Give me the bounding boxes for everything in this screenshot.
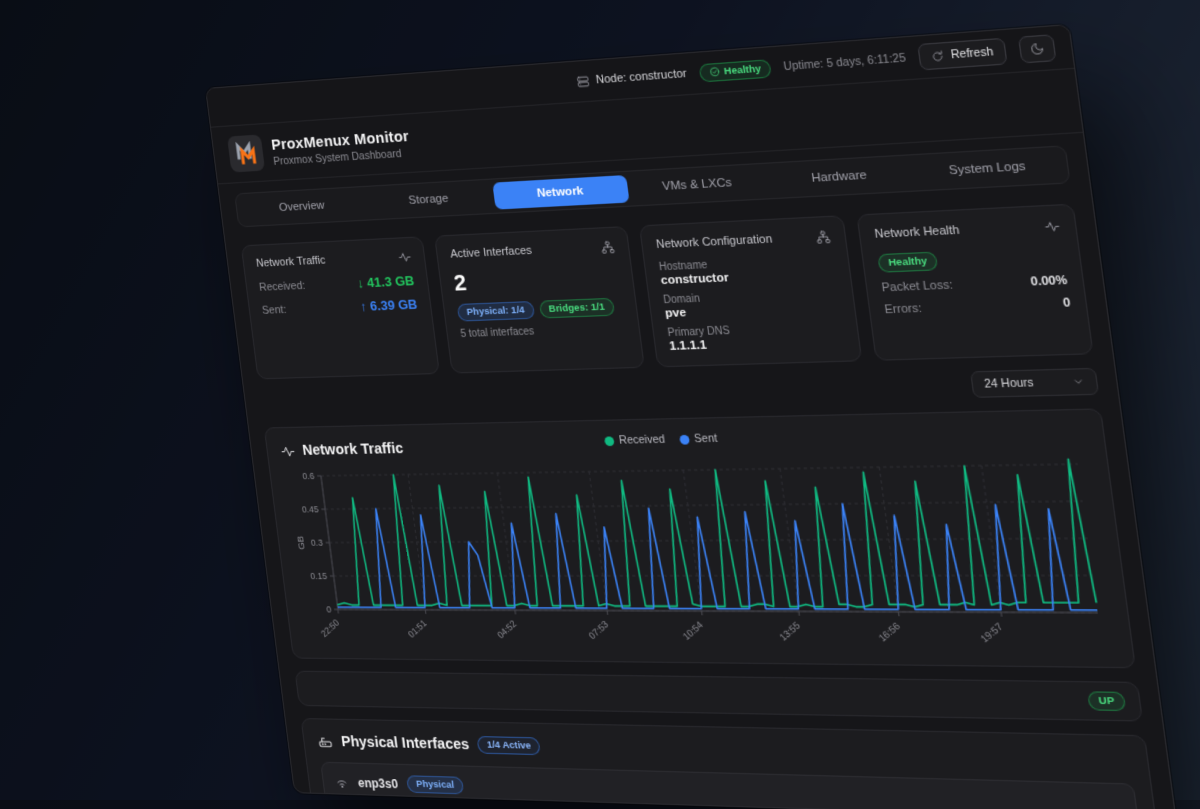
total-interfaces-note: 5 total interfaces: [460, 323, 626, 340]
svg-text:19:57: 19:57: [978, 621, 1005, 645]
legend-item-received: Received: [604, 433, 666, 447]
time-range-value: 24 Hours: [983, 376, 1034, 391]
proxmenux-logo: [227, 134, 265, 172]
legend-dot-received: [604, 436, 615, 446]
tab-overview[interactable]: Overview: [238, 190, 366, 223]
legend-item-sent: Sent: [679, 432, 718, 446]
physical-count-badge: Physical: 1/4: [457, 301, 535, 322]
wifi-icon: [334, 775, 349, 790]
tab-vms-lxcs[interactable]: VMs & LXCs: [626, 167, 769, 202]
svg-text:0.6: 0.6: [302, 471, 315, 481]
refresh-button[interactable]: Refresh: [917, 38, 1007, 71]
scene: Node: constructor Healthy Uptime: 5 days…: [0, 0, 1200, 800]
traffic-line-chart: 0 0.15 0.3 0.45 0.6 GB 22:50 01:51 04:52 07:53 10:…: [283, 453, 1117, 658]
received-value: ↓ 41.3 GB: [356, 273, 415, 291]
health-status-badge: Healthy: [877, 252, 938, 273]
svg-text:04:52: 04:52: [495, 618, 518, 641]
moon-icon: [1029, 42, 1045, 56]
network-tree-icon: [815, 230, 831, 245]
svg-text:0.45: 0.45: [301, 504, 319, 514]
received-label: Received:: [258, 279, 306, 293]
errors-label: Errors:: [884, 302, 923, 317]
activity-icon: [280, 443, 296, 458]
errors-value: 0: [1062, 296, 1071, 310]
network-configuration-card-title: Network Configuration: [655, 233, 773, 251]
chart-legend: Received Sent: [604, 432, 718, 447]
tab-hardware[interactable]: Hardware: [765, 159, 914, 195]
summary-cards-row: Network Traffic Received: ↓ 41.3 GB Sent…: [241, 204, 1094, 380]
svg-text:01:51: 01:51: [406, 618, 429, 640]
svg-text:16:56: 16:56: [876, 620, 902, 644]
pulse-icon: [1044, 219, 1061, 234]
chart-title: Network Traffic: [302, 441, 405, 459]
node-label: Node: constructor: [595, 67, 688, 86]
svg-text:0.3: 0.3: [310, 538, 323, 548]
theme-toggle-button[interactable]: [1018, 34, 1057, 63]
network-traffic-card: Network Traffic Received: ↓ 41.3 GB Sent…: [241, 236, 440, 379]
sent-value: ↑ 6.39 GB: [359, 296, 418, 314]
active-interfaces-card-title: Active Interfaces: [450, 244, 533, 260]
activity-icon: [398, 250, 412, 264]
bridges-count-badge: Bridges: 1/1: [539, 298, 616, 319]
time-range-select[interactable]: 24 Hours: [970, 368, 1099, 398]
network-health-card: Network Health Healthy Packet Loss: 0.00…: [856, 204, 1093, 361]
tab-network[interactable]: Network: [492, 175, 630, 210]
interface-type-badge: Physical: [406, 775, 464, 794]
sent-label: Sent:: [261, 303, 287, 316]
packet-loss-label: Packet Loss:: [881, 279, 954, 295]
node-health-badge: Healthy: [698, 59, 772, 82]
interface-row-enp3s0[interactable]: enp3s0 Physical: [320, 762, 1139, 809]
active-interfaces-count: 2: [453, 264, 620, 296]
interface-name: enp3s0: [357, 775, 399, 790]
svg-text:0.15: 0.15: [310, 571, 328, 581]
tab-storage[interactable]: Storage: [363, 183, 496, 217]
svg-text:10:54: 10:54: [681, 619, 706, 642]
physical-active-badge: 1/4 Active: [477, 736, 541, 755]
node-indicator: Node: constructor: [575, 67, 687, 89]
check-circle-icon: [708, 66, 720, 77]
physical-interfaces-title: Physical Interfaces: [340, 733, 470, 752]
chevron-down-icon: [1072, 376, 1085, 388]
network-traffic-chart-card: Network Traffic Received Sent 0 0.15 0.3 0.…: [264, 408, 1136, 668]
network-configuration-card: Network Configuration Hostname construct…: [639, 215, 862, 367]
uptime-label: Uptime: 5 days, 6:11:25: [783, 52, 907, 74]
server-icon: [575, 74, 590, 89]
network-traffic-card-title: Network Traffic: [255, 254, 326, 269]
svg-text:22:50: 22:50: [319, 617, 341, 639]
packet-loss-value: 0.00%: [1030, 274, 1068, 289]
svg-text:07:53: 07:53: [587, 619, 611, 642]
ethernet-router-icon: [317, 733, 334, 750]
tab-system-logs[interactable]: System Logs: [910, 150, 1065, 187]
network-nodes-icon: [600, 240, 615, 254]
refresh-icon: [931, 49, 945, 62]
app-title-block: ProxMenux Monitor Proxmox System Dashboa…: [270, 127, 412, 167]
physical-interfaces-card: Physical Interfaces 1/4 Active enp3s0 Ph…: [301, 718, 1160, 809]
up-status-badge: UP: [1087, 691, 1126, 711]
svg-text:GB: GB: [294, 536, 306, 550]
svg-text:0: 0: [326, 604, 332, 614]
legend-dot-sent: [679, 434, 690, 444]
active-interfaces-card: Active Interfaces 2 Physical: 1/4 Bridge…: [434, 226, 645, 374]
network-health-card-title: Network Health: [874, 224, 961, 241]
proxmenux-dashboard-window: Node: constructor Healthy Uptime: 5 days…: [205, 24, 1177, 809]
svg-text:13:55: 13:55: [777, 620, 802, 644]
interface-status-row[interactable]: UP: [295, 671, 1144, 722]
